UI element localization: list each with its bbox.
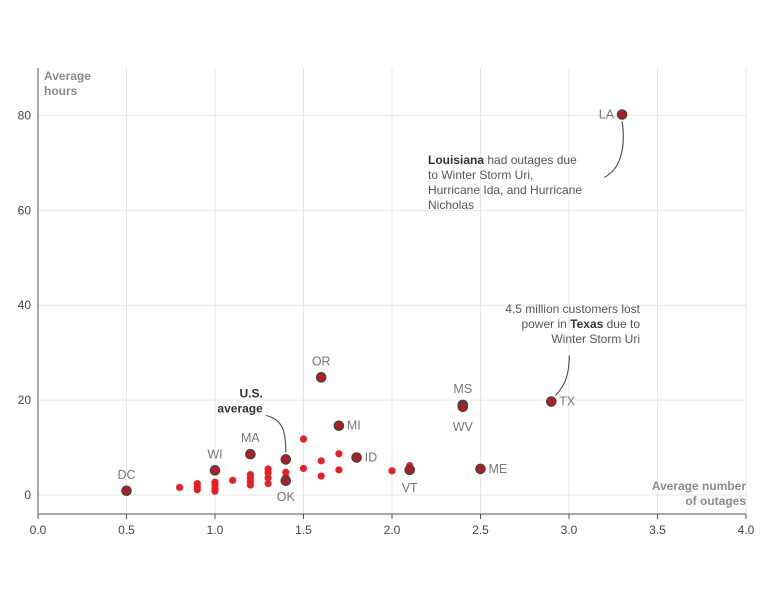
state-label-wi: WI [207, 447, 222, 461]
state-label-me: ME [489, 462, 508, 476]
grid-lines [37, 68, 747, 514]
us-average-label-line: average [217, 401, 263, 415]
annotation-text: to Winter Storm Uri, [428, 168, 533, 182]
data-point [264, 465, 272, 473]
labeled-point-la [616, 109, 628, 120]
state-label-wv: WV [453, 420, 474, 434]
annotation-text: Nicholas [428, 198, 474, 212]
y-tick-label: 0 [24, 488, 31, 502]
annotation-text: Texas [570, 317, 603, 331]
x-tick-label: 3.0 [561, 523, 578, 537]
annotation-connector-la [603, 121, 624, 179]
annotation-text: power in [521, 317, 570, 331]
data-point [264, 480, 272, 488]
labeled-point-mi [333, 420, 345, 432]
data-point [335, 450, 343, 458]
x-tick-label: 0.5 [118, 523, 135, 537]
annotation-la: Louisiana had outages due to Winter Storm… [428, 153, 582, 212]
labeled-point-me [475, 463, 486, 475]
state-label-la: LA [599, 107, 615, 121]
data-point [176, 483, 184, 492]
data-point [264, 474, 272, 482]
annotation-text: Hurricane Ida, and Hurricane [428, 183, 582, 197]
state-label-id: ID [365, 451, 378, 465]
state-label-ok: OK [277, 490, 296, 504]
x-tick-label: 1.0 [207, 523, 224, 537]
labeled-point-vt [404, 464, 416, 476]
y-axis-title-line: Average [44, 69, 91, 83]
labeled-point-id [351, 452, 362, 463]
x-tick-label: 3.5 [649, 523, 666, 537]
labeled-point-wv [457, 401, 469, 413]
annotation-text: Louisiana [428, 153, 484, 167]
x-tick-label: 0.0 [30, 523, 47, 537]
state-label-ms: MS [453, 382, 472, 396]
data-point [193, 480, 201, 488]
us-average-point [280, 454, 292, 465]
data-point [229, 476, 237, 484]
state-label-tx: TX [559, 395, 576, 409]
annotation-text: due to [603, 317, 640, 331]
y-tick-label: 80 [18, 108, 32, 122]
us-average-connector [265, 414, 287, 453]
x-tick-label: 1.5 [295, 523, 312, 537]
labeled-point-tx [546, 396, 557, 407]
data-point [282, 468, 290, 476]
data-point [335, 466, 343, 474]
annotation-text: Winter Storm Uri [551, 332, 640, 346]
data-point [317, 457, 325, 465]
annotation-text: had outages due [484, 153, 577, 167]
x-tick-label: 4.0 [738, 523, 755, 537]
x-axis-title-line: of outages [685, 494, 746, 508]
state-label-mi: MI [347, 419, 361, 433]
state-label-vt: VT [402, 481, 418, 495]
labeled-point-wi [209, 465, 221, 476]
data-point [388, 467, 396, 475]
labeled-point-ma [245, 448, 256, 460]
x-axis-title: Average number of outages [652, 479, 747, 508]
labeled-point-or [315, 372, 327, 383]
data-point [211, 478, 219, 486]
y-axis-title-line: hours [44, 84, 78, 98]
us-average-label-line: U.S. [239, 386, 262, 400]
annotation-connector-tx [554, 355, 570, 396]
data-point [246, 471, 254, 479]
state-label-ma: MA [241, 431, 260, 445]
us-average-label: U.S. average [217, 386, 263, 415]
state-label-dc: DC [117, 468, 135, 482]
x-tick-label: 2.0 [384, 523, 401, 537]
y-tick-label: 60 [18, 203, 32, 217]
data-point [299, 464, 308, 473]
data-points [121, 109, 628, 497]
x-axis-title-line: Average number [652, 479, 747, 493]
annotation-text: 4.5 million customers lost [505, 302, 640, 316]
labeled-point-ok [280, 475, 292, 487]
data-point [317, 472, 325, 480]
labeled-point-dc [121, 485, 132, 497]
annotation-tx: 4.5 million customers lost power in Texas… [505, 302, 640, 346]
state-label-or: OR [312, 354, 331, 368]
y-axis-title: Average hours [44, 69, 91, 98]
y-tick-label: 40 [18, 298, 32, 312]
x-tick-label: 2.5 [472, 523, 489, 537]
data-point [299, 435, 308, 443]
y-tick-label: 20 [18, 393, 32, 407]
